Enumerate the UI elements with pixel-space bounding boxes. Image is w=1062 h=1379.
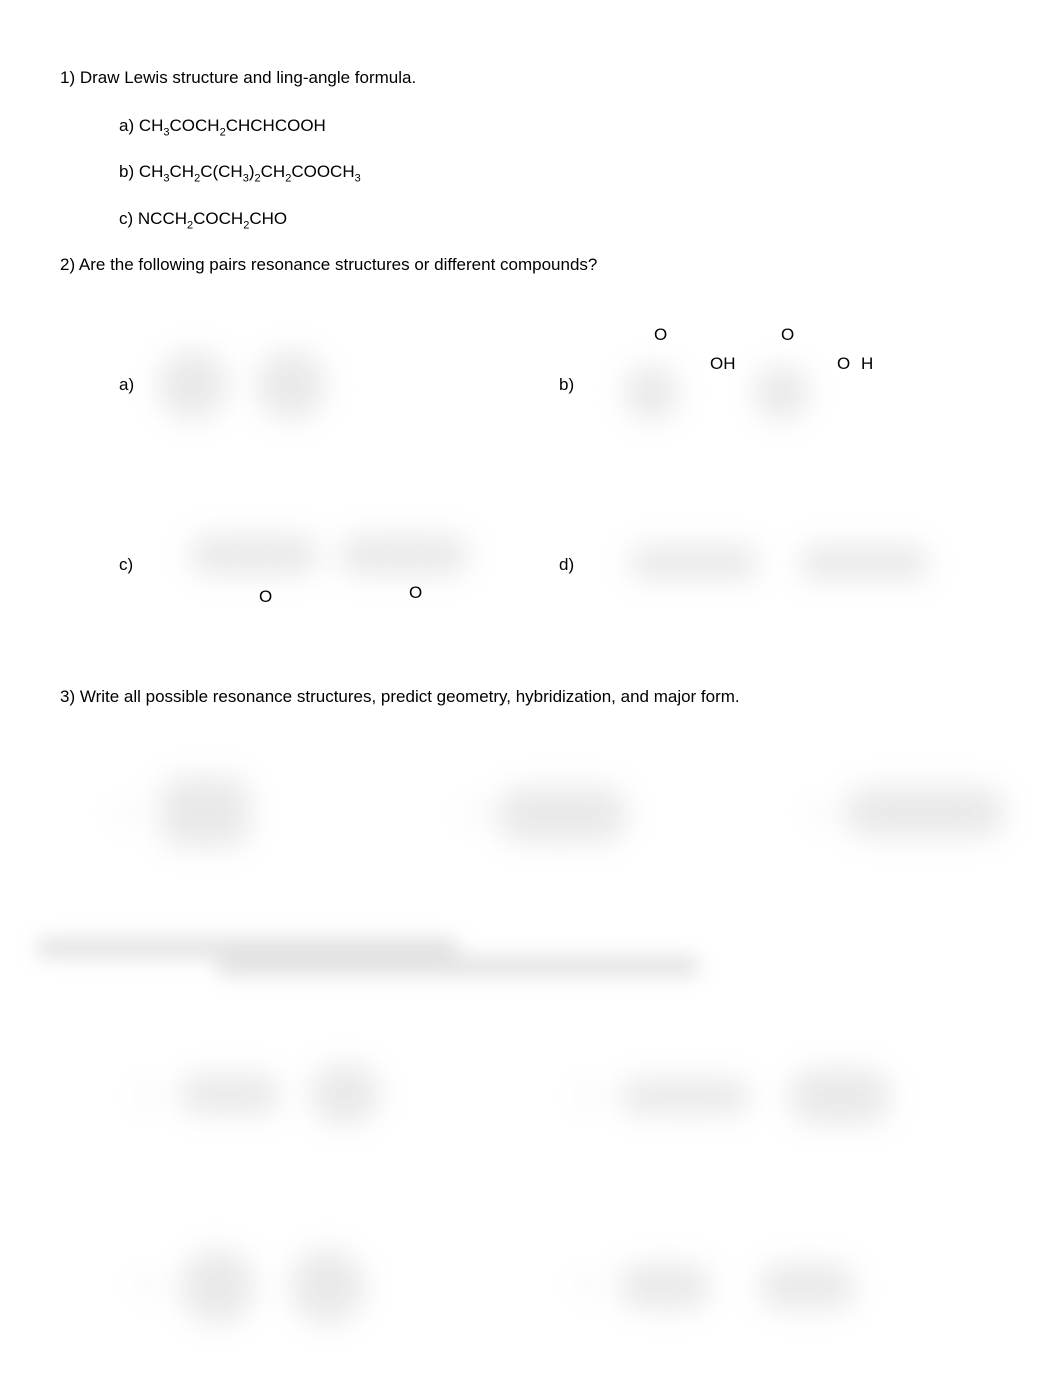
q1a-text-3: CHCHCOOH <box>226 116 326 135</box>
q2b-label: b) <box>559 375 574 395</box>
q4-cell-1 <box>140 1049 580 1149</box>
question-4-grid <box>140 1049 1002 1339</box>
q2d-label: d) <box>559 555 574 575</box>
q1a-text-1: COCH <box>170 116 220 135</box>
q2-cell-d: d) <box>559 515 999 615</box>
q2c-atom-o2: O <box>409 583 422 603</box>
q2d-structure-2 <box>799 545 929 580</box>
q1c-prefix: NCCH <box>133 209 187 228</box>
q1b-text-3: C(CH <box>200 162 243 181</box>
q1-item-b: b) CH3CH2C(CH3)2CH2COOCH3 <box>119 162 1002 184</box>
question-2-title: 2) Are the following pairs resonance str… <box>60 255 1002 275</box>
q4-structure-3b <box>290 1249 365 1324</box>
q1b-label: b) <box>119 162 134 181</box>
q2b-structure-1 <box>624 365 679 420</box>
q3-structure-1 <box>160 777 250 847</box>
q4-structure-2b <box>790 1069 890 1124</box>
q2b-atom-o2: O <box>781 325 794 345</box>
q4-bullet-4 <box>580 1279 594 1293</box>
q2c-structure-2 <box>339 535 469 575</box>
q4-cell-3 <box>140 1239 580 1339</box>
q2c-atom-o1: O <box>259 587 272 607</box>
blurred-line-1 <box>38 939 458 957</box>
q3-bullet-1 <box>120 807 134 821</box>
q4-cell-2 <box>580 1049 1020 1149</box>
q4-structure-4b <box>760 1264 855 1309</box>
question-3-row <box>140 767 1002 877</box>
q2a-structure-1 <box>158 350 228 420</box>
q4-structure-4a <box>620 1264 710 1309</box>
q1a-prefix: CH <box>134 116 163 135</box>
q2-cell-a: a) <box>119 335 559 435</box>
q4-cell-4 <box>580 1239 1020 1339</box>
q1-item-a: a) CH3COCH2CHCHCOOH <box>119 116 1002 138</box>
q2-cell-c: c) O O <box>119 515 559 615</box>
q3-item-1 <box>140 767 307 857</box>
q4-structure-1a <box>180 1074 280 1114</box>
question-1-title: 1) Draw Lewis structure and ling-angle f… <box>60 68 1002 88</box>
q3-bullet-3 <box>815 807 829 821</box>
q2c-structure-1 <box>189 535 319 575</box>
q1b-sub-10: 3 <box>355 173 361 185</box>
q2b-atom-h: H <box>861 354 873 374</box>
q1c-text-1: COCH <box>193 209 243 228</box>
q1-item-c: c) NCCH2COCH2CHO <box>119 209 1002 231</box>
q2a-label: a) <box>119 375 134 395</box>
q3-item-3 <box>835 767 1002 857</box>
q2c-label: c) <box>119 555 133 575</box>
q1c-label: c) <box>119 209 133 228</box>
q1b-prefix: CH <box>134 162 163 181</box>
q2-cell-b: b) O OH O O H <box>559 335 999 435</box>
q1a-label: a) <box>119 116 134 135</box>
q3-bullet-2 <box>467 807 481 821</box>
q4-bullet-1 <box>140 1089 154 1103</box>
blurred-line-2 <box>218 957 698 975</box>
q3-item-2 <box>487 767 654 857</box>
q4-bullet-3 <box>140 1279 154 1293</box>
q2b-structure-2 <box>754 365 809 420</box>
q2b-atom-o1: O <box>654 325 667 345</box>
q2a-structure-2 <box>256 350 326 420</box>
q4-structure-2a <box>620 1079 750 1114</box>
q2b-atom-oh: OH <box>710 354 736 374</box>
question-3-title: 3) Write all possible resonance structur… <box>60 687 1002 707</box>
q2d-structure-1 <box>629 545 759 580</box>
q1b-text-9: COOCH <box>291 162 354 181</box>
q3-structure-3 <box>845 787 1005 837</box>
question-1-items: a) CH3COCH2CHCHCOOH b) CH3CH2C(CH3)2CH2C… <box>119 116 1002 231</box>
q1c-text-3: CHO <box>249 209 287 228</box>
q3-structure-2 <box>497 787 627 842</box>
q4-structure-3a <box>180 1249 255 1324</box>
blurred-text-section <box>38 939 1002 989</box>
question-2-grid: a) b) O OH O O H c) O O d) <box>119 335 1002 615</box>
q2b-atom-o3: O <box>837 354 850 374</box>
q4-structure-1b <box>310 1064 380 1124</box>
q1b-text-7: CH <box>261 162 286 181</box>
q1b-text-1: CH <box>170 162 195 181</box>
q4-bullet-2 <box>580 1089 594 1103</box>
